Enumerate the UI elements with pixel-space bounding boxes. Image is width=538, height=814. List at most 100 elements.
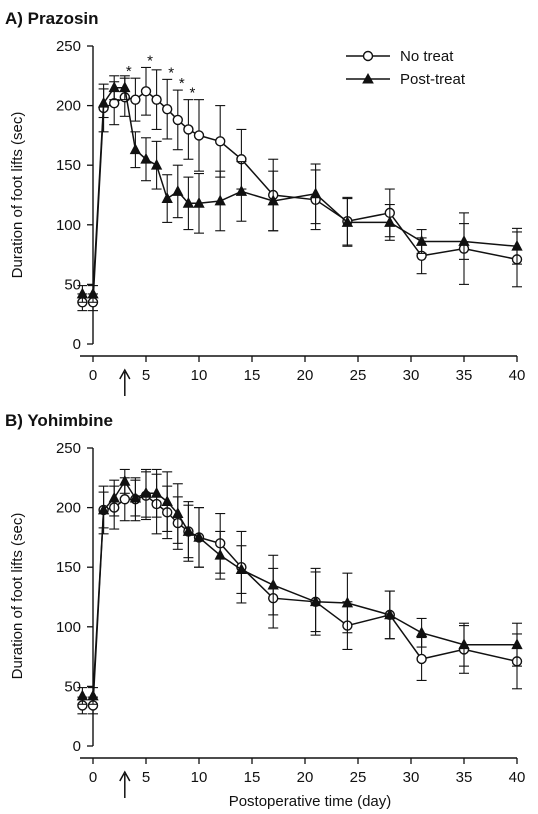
data-point-open-circle (416, 653, 427, 665)
data-point-filled-triangle (193, 531, 205, 542)
data-point-filled-triangle (511, 239, 523, 251)
data-point-filled-triangle (341, 596, 354, 608)
data-point-filled-triangle (511, 638, 523, 650)
legend-label-post-treat: Post-treat (400, 71, 466, 88)
arrow-head-icon (119, 770, 131, 782)
y-tick-label: 50 (64, 678, 81, 695)
data-point-filled-triangle (140, 486, 152, 498)
series-line (92, 86, 518, 294)
x-tick-label: 30 (403, 367, 420, 384)
data-point-filled-triangle (150, 158, 163, 170)
data-point-open-circle (151, 94, 162, 105)
data-point-filled-triangle (235, 185, 248, 196)
panel-a-annotations: ***** (119, 52, 195, 396)
panel-a-axes: 0 50 100 150 200 250 0 5 10 15 20 25 30 35 40 (56, 38, 525, 384)
data-point-open-circle (130, 94, 141, 105)
x-tick-label: 25 (350, 769, 367, 786)
significance-star: * (147, 52, 153, 69)
data-point-filled-triangle (87, 689, 99, 701)
data-point-filled-triangle (214, 194, 226, 206)
x-tick-label: 15 (244, 769, 261, 786)
arrow-head-icon (119, 368, 131, 380)
data-point-filled-triangle (267, 578, 279, 590)
series-no-treat (77, 471, 523, 715)
series-post-treat (76, 75, 523, 303)
y-tick-label: 200 (56, 98, 81, 115)
data-point-filled-triangle (76, 287, 89, 299)
legend: No treat Post-treat (346, 48, 466, 88)
y-tick-label: 0 (73, 336, 81, 353)
data-point-filled-triangle (309, 595, 322, 607)
panel-b-series (76, 468, 523, 715)
data-point-filled-triangle (119, 475, 131, 486)
x-tick-label: 5 (142, 769, 150, 786)
data-point-filled-triangle (235, 563, 248, 574)
data-point-filled-triangle (341, 216, 354, 227)
data-point-filled-triangle (119, 81, 131, 93)
panel-a-series (76, 66, 523, 312)
legend-open-circle-icon (362, 50, 374, 62)
y-tick-label: 0 (73, 738, 81, 755)
y-tick-label: 250 (56, 38, 81, 55)
data-point-filled-triangle (150, 486, 163, 498)
y-tick-label: 100 (56, 619, 81, 636)
y-tick-label: 150 (56, 559, 81, 576)
y-tick-label: 50 (64, 276, 81, 293)
x-tick-label: 20 (297, 769, 314, 786)
y-tick-label: 250 (56, 440, 81, 457)
data-point-filled-triangle (182, 196, 195, 208)
data-point-filled-triangle (458, 638, 470, 650)
data-point-filled-triangle (214, 548, 226, 560)
x-tick-label: 30 (403, 769, 420, 786)
x-tick-label: 20 (297, 367, 314, 384)
data-point-filled-triangle (76, 689, 89, 701)
data-point-open-circle (172, 114, 184, 126)
x-tick-label: 0 (89, 769, 97, 786)
data-point-filled-triangle (97, 503, 110, 515)
data-point-filled-triangle (458, 235, 470, 246)
data-point-open-circle (193, 130, 205, 141)
data-point-filled-triangle (172, 507, 184, 518)
series-post-treat (76, 468, 523, 705)
panel-b-y-axis-label: Duration of foot lifts (sec) (9, 513, 26, 680)
x-tick-label: 35 (456, 769, 473, 786)
x-tick-label: 5 (142, 367, 150, 384)
data-point-filled-triangle (140, 152, 152, 164)
data-point-filled-triangle (415, 626, 428, 638)
x-tick-label: 25 (350, 367, 367, 384)
data-point-filled-triangle (267, 194, 279, 206)
panel-prazosin: A) Prazosin Duration of foot lifts (sec)… (5, 9, 525, 396)
panel-b-title: B) Yohimbine (5, 411, 113, 430)
significance-star: * (189, 85, 195, 102)
x-tick-label: 35 (456, 367, 473, 384)
significance-star: * (126, 63, 132, 80)
legend-label-no-treat: No treat (400, 48, 454, 65)
panel-a-title: A) Prazosin (5, 9, 99, 28)
data-point-filled-triangle (182, 525, 195, 536)
panel-a-y-axis-label: Duration of foot lifts (sec) (9, 112, 26, 279)
significance-star: * (168, 64, 174, 81)
series-no-treat (77, 66, 523, 312)
data-point-filled-triangle (97, 96, 110, 108)
data-point-open-circle (119, 494, 131, 505)
legend-item-post-treat: Post-treat (346, 71, 466, 88)
panel-yohimbine: B) Yohimbine Duration of foot lifts (sec… (5, 411, 525, 810)
y-tick-label: 150 (56, 157, 81, 174)
data-point-open-circle (214, 136, 226, 147)
legend-filled-triangle-icon (362, 72, 374, 84)
x-tick-label: 40 (509, 367, 526, 384)
data-point-filled-triangle (108, 81, 120, 93)
panel-b-annotations (119, 770, 131, 798)
data-point-filled-triangle (129, 491, 142, 503)
x-axis-label: Postoperative time (day) (229, 793, 392, 810)
data-point-filled-triangle (108, 491, 120, 503)
significance-star: * (179, 75, 185, 92)
data-point-filled-triangle (384, 608, 396, 620)
data-point-filled-triangle (384, 216, 396, 227)
data-point-filled-triangle (172, 185, 184, 196)
legend-item-no-treat: No treat (346, 48, 454, 65)
data-point-filled-triangle (161, 495, 173, 507)
data-point-open-circle (183, 124, 194, 135)
data-point-filled-triangle (415, 235, 428, 246)
